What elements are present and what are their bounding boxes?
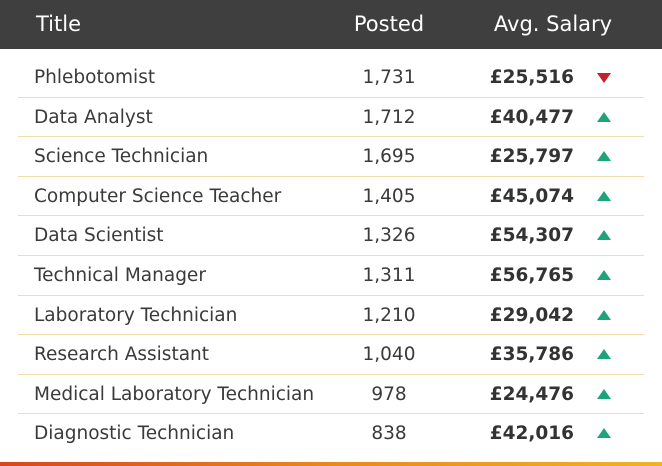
avg-salary: £54,307: [489, 225, 574, 247]
job-title: Laboratory Technician: [34, 304, 238, 326]
avg-salary: £25,797: [489, 146, 574, 168]
avg-salary: £25,516: [489, 67, 574, 88]
column-header-title[interactable]: Title: [36, 12, 82, 36]
posted-count: 1,405: [362, 185, 416, 207]
job-title: Data Analyst: [34, 106, 153, 128]
job-title: Medical Laboratory Technician: [34, 383, 315, 405]
avg-salary: £56,765: [489, 264, 574, 286]
table-row[interactable]: Science Technician 1,695 £25,797: [18, 137, 644, 177]
table-row[interactable]: Research Assistant 1,040 £35,786: [18, 335, 644, 375]
avg-salary: £40,477: [489, 106, 574, 128]
jobs-table: Phlebotomist 1,731 £25,516 Data Analyst 1,71…: [18, 58, 644, 454]
trend-up-icon: [597, 230, 611, 241]
job-title: Computer Science Teacher: [34, 185, 282, 207]
job-title: Science Technician: [34, 146, 209, 168]
trend-up-icon: [597, 111, 611, 122]
job-title: Diagnostic Technician: [34, 423, 235, 445]
table-header: Title Posted Avg. Salary: [0, 0, 662, 49]
trend-down-icon: [597, 73, 611, 83]
column-header-posted[interactable]: Posted: [353, 12, 425, 36]
trend-up-icon: [597, 388, 611, 399]
table-row[interactable]: Diagnostic Technician 838 £42,016: [18, 414, 644, 454]
posted-count: 1,040: [362, 344, 416, 366]
trend-up-icon: [597, 269, 611, 280]
job-title: Data Scientist: [34, 225, 164, 247]
posted-count: 1,311: [362, 264, 416, 286]
trend-up-icon: [597, 309, 611, 320]
avg-salary: £24,476: [489, 383, 574, 405]
column-header-avg-salary[interactable]: Avg. Salary: [493, 12, 613, 36]
trend-up-icon: [597, 190, 611, 201]
table-row[interactable]: Phlebotomist 1,731 £25,516: [18, 58, 644, 98]
posted-count: 1,695: [362, 146, 416, 168]
job-title: Phlebotomist: [34, 67, 156, 88]
avg-salary: £35,786: [489, 344, 574, 366]
posted-count: 1,712: [362, 106, 416, 128]
job-title: Technical Manager: [34, 264, 206, 286]
table-row[interactable]: Computer Science Teacher 1,405 £45,074: [18, 177, 644, 217]
job-title: Research Assistant: [34, 344, 210, 366]
avg-salary: £42,016: [489, 423, 574, 445]
posted-count: 978: [371, 383, 407, 405]
posted-count: 838: [371, 423, 407, 445]
table-row[interactable]: Data Analyst 1,712 £40,477: [18, 98, 644, 138]
avg-salary: £29,042: [489, 304, 574, 326]
trend-up-icon: [597, 349, 611, 360]
posted-count: 1,326: [362, 225, 416, 247]
table-row[interactable]: Laboratory Technician 1,210 £29,042: [18, 296, 644, 336]
table-row[interactable]: Technical Manager 1,311 £56,765: [18, 256, 644, 296]
trend-up-icon: [597, 151, 611, 162]
table-row[interactable]: Data Scientist 1,326 £54,307: [18, 216, 644, 256]
table-row[interactable]: Medical Laboratory Technician 978 £24,476: [18, 375, 644, 415]
posted-count: 1,731: [362, 67, 416, 88]
avg-salary: £45,074: [489, 185, 574, 207]
posted-count: 1,210: [362, 304, 416, 326]
trend-up-icon: [597, 428, 611, 439]
bottom-accent-bar: [0, 462, 662, 466]
